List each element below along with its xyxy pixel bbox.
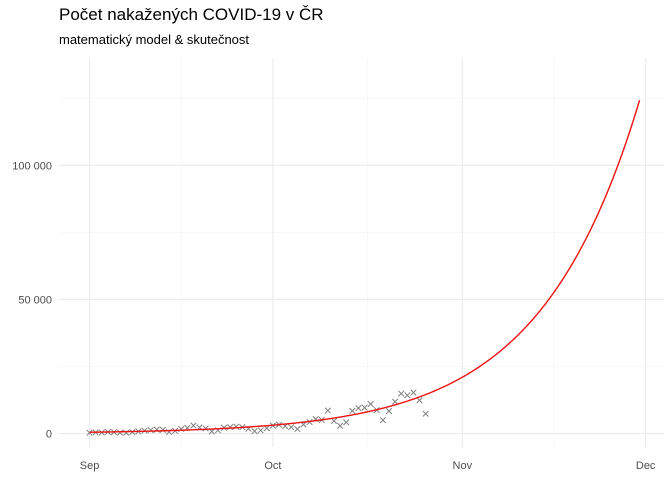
observed-point — [349, 407, 356, 414]
x-tick-label: Oct — [264, 460, 281, 472]
observed-point — [391, 398, 399, 405]
observed-point — [233, 423, 240, 430]
x-tick-label: Sep — [80, 460, 100, 472]
observed-point — [159, 426, 167, 433]
observed-point — [355, 404, 362, 412]
observed-point — [410, 389, 417, 396]
y-tick-label: 100 000 — [12, 160, 52, 172]
observed-point — [343, 419, 350, 426]
observed-point — [398, 390, 405, 397]
minor-gridlines — [59, 58, 664, 447]
observed-point — [190, 422, 197, 429]
observed-point — [288, 423, 295, 431]
observed-point — [202, 425, 209, 432]
observed-point — [226, 423, 234, 431]
observed-point — [147, 426, 154, 434]
observed-point — [294, 425, 301, 433]
observed-point — [422, 410, 429, 417]
observed-point — [367, 400, 374, 408]
chart-subtitle: matematický model & skutečnost — [59, 32, 249, 47]
observed-point — [361, 404, 368, 411]
observed-point — [324, 407, 332, 414]
observed-point — [404, 392, 411, 399]
observed-point — [416, 397, 423, 404]
observed-point — [86, 429, 93, 436]
observed-point — [385, 407, 393, 415]
y-axis: 0 50 000 100 000 — [12, 160, 52, 440]
y-tick-label: 0 — [46, 429, 52, 441]
observed-point — [330, 417, 338, 425]
model-line — [89, 100, 641, 433]
observed-point — [123, 429, 130, 436]
observed-point — [220, 424, 228, 431]
observed-points — [86, 389, 429, 436]
y-tick-label: 50 000 — [18, 294, 52, 306]
x-tick-label: Dec — [636, 460, 656, 472]
observed-point — [257, 427, 264, 434]
observed-point — [116, 429, 124, 436]
observed-point — [251, 428, 258, 435]
major-gridlines — [59, 58, 664, 447]
observed-point — [379, 417, 387, 424]
observed-point — [336, 422, 344, 429]
model-line-layer — [89, 100, 641, 433]
chart-title: Počet nakažených COVID-19 v ČR — [59, 5, 324, 24]
x-axis: Sep Oct Nov Dec — [80, 460, 656, 472]
x-tick-label: Nov — [453, 460, 473, 472]
